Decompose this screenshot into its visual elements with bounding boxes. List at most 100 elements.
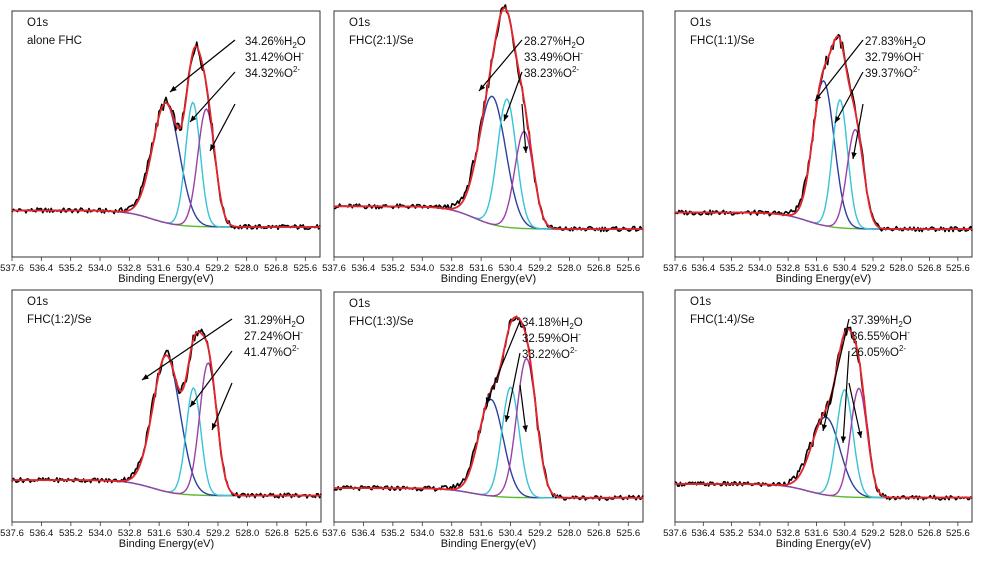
x-tick-label: 534.0 (748, 528, 772, 539)
x-tick-label: 532.8 (117, 263, 141, 274)
arrow-head (212, 423, 218, 430)
xps-panel: 537.6 536.4 535.2 534.0 532.8 531.6 530.4 529.2… (663, 10, 973, 285)
o2-component-line (12, 108, 320, 228)
peak-share-label: 31.29%H2O (244, 315, 305, 329)
h2o-component-line (12, 102, 320, 228)
peak-share-label: 27.83%H2O (865, 36, 926, 50)
x-tick-label: 536.4 (29, 263, 53, 274)
x-tick-label: 529.2 (861, 263, 885, 274)
x-tick-label: 526.8 (587, 263, 611, 274)
x-tick-label: 525.6 (616, 263, 640, 274)
peak-share-label: 41.47%O2- (244, 344, 299, 359)
xps-panel: 537.6 536.4 535.2 534.0 532.8 531.6 530.4 529.2… (322, 4, 644, 285)
x-tick-label: 535.2 (381, 263, 405, 274)
h2o-component-line (12, 354, 321, 497)
x-tick-label: 531.6 (469, 263, 493, 274)
x-tick-label: 525.6 (294, 528, 318, 539)
annotation-arrow (834, 71, 864, 124)
annotation-arrow (505, 352, 521, 423)
annotation-arrow (852, 103, 864, 160)
panel-title: O1s (27, 17, 48, 29)
x-tick-label: 537.6 (0, 263, 24, 274)
x-tick-label: 529.2 (861, 528, 885, 539)
raw-data-line (333, 315, 644, 501)
x-axis-label: Binding Energy(eV) (119, 538, 214, 550)
arrow-head (856, 431, 863, 438)
x-tick-label: 531.6 (147, 528, 171, 539)
oh-component-line (675, 99, 972, 230)
arrow-head (485, 397, 491, 404)
envelope-fit-line (334, 316, 643, 499)
arrow-head (522, 425, 528, 432)
peak-share-label: 34.26%H2O (245, 36, 306, 50)
x-tick-label: 531.6 (147, 263, 171, 274)
x-tick-label: 528.0 (235, 263, 259, 274)
x-tick-label: 526.8 (918, 528, 942, 539)
annotation-arrow (209, 103, 236, 152)
plot-frame (333, 291, 644, 523)
x-tick-label: 535.2 (59, 263, 83, 274)
plot-frame (11, 289, 322, 523)
x-tick-label: 536.4 (352, 528, 376, 539)
x-tick-label: 537.6 (663, 263, 687, 274)
x-tick-label: 529.2 (528, 263, 552, 274)
envelope-fit-line (675, 328, 972, 499)
x-tick-label: 536.4 (691, 263, 715, 274)
x-tick-label: 530.4 (177, 528, 201, 539)
h2o-component-line (334, 398, 643, 499)
o2-component-line (334, 357, 643, 499)
x-tick-label: 536.4 (691, 528, 715, 539)
x-tick-label: 529.2 (206, 528, 230, 539)
peak-share-label: 32.79%OH- (865, 49, 924, 64)
peak-share-label: 34.18%H2O (522, 317, 583, 331)
x-tick-label: 537.6 (322, 263, 346, 274)
x-tick-label: 528.0 (889, 263, 913, 274)
arrow-head (503, 114, 509, 121)
x-tick-label: 525.6 (946, 528, 970, 539)
panel-title: O1s (690, 17, 711, 29)
annotation-arrow (521, 103, 527, 154)
x-tick-label: 532.8 (776, 263, 800, 274)
panel-subtitle: FHC(1:3)/Se (349, 316, 414, 328)
x-tick-label: 530.4 (833, 528, 857, 539)
panel-title: O1s (690, 296, 711, 308)
x-tick-label: 526.8 (265, 528, 289, 539)
raw-data-line (333, 4, 644, 233)
x-tick-label: 534.0 (410, 528, 434, 539)
x-tick-label: 528.0 (558, 263, 582, 274)
x-tick-label: 534.0 (88, 263, 112, 274)
x-tick-label: 536.4 (352, 263, 376, 274)
o2-component-line (334, 130, 643, 230)
panel-subtitle: FHC(1:2)/Se (27, 314, 92, 326)
xps-panel: 537.6 536.4 535.2 534.0 532.8 531.6 530.4 529.2… (663, 289, 973, 550)
peak-share-label: 38.23%O2- (524, 65, 579, 80)
plot-frame (674, 289, 973, 523)
annotation-arrow (842, 350, 850, 444)
annotation-arrow (503, 71, 523, 122)
peak-share-label: 31.42%OH- (245, 49, 304, 64)
arrow-head (840, 436, 847, 443)
background-line (12, 209, 320, 228)
panel-title: O1s (27, 296, 48, 308)
arrow-head (479, 84, 486, 91)
x-tick-label: 531.6 (805, 263, 829, 274)
annotation-arrow (822, 318, 850, 432)
o2-component-line (12, 362, 321, 497)
raw-data-line (11, 41, 321, 231)
xps-panel: 537.6 536.4 535.2 534.0 532.8 531.6 530.4 529.2… (0, 289, 322, 550)
annotation-arrow (848, 382, 862, 439)
x-tick-label: 535.2 (381, 528, 405, 539)
peak-share-label: 28.27%H2O (524, 36, 585, 50)
x-axis-label: Binding Energy(eV) (441, 273, 536, 285)
annotation-arrow (485, 320, 521, 405)
envelope-fit-line (675, 35, 972, 230)
peak-share-label: 34.32%O2- (245, 65, 300, 80)
arrow-head (815, 94, 822, 101)
x-tick-label: 532.8 (440, 263, 464, 274)
arrow-head (504, 415, 510, 422)
arrow-head (190, 400, 197, 407)
x-tick-label: 525.6 (946, 263, 970, 274)
panel-subtitle: FHC(1:4)/Se (690, 314, 755, 326)
x-tick-label: 532.8 (440, 528, 464, 539)
